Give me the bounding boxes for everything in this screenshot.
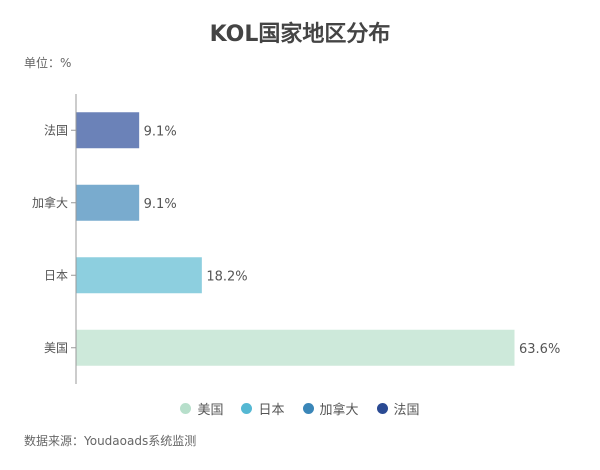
bar-value-label: 9.1%	[144, 124, 177, 139]
y-tick-label: 日本	[44, 268, 68, 282]
bar	[76, 257, 202, 294]
legend-swatch-icon	[180, 403, 192, 414]
bar	[76, 184, 140, 221]
bar-value-label: 18.2%	[206, 269, 247, 284]
legend-item[interactable]: 日本	[241, 399, 285, 418]
legend-label: 加拿大	[319, 403, 359, 418]
legend-swatch-icon	[376, 403, 388, 414]
y-tick-label: 法国	[44, 123, 68, 137]
y-tick-label: 美国	[44, 341, 68, 355]
legend-item[interactable]: 加拿大	[302, 399, 359, 418]
legend: 美国 日本 加拿大 法国	[0, 399, 600, 418]
legend-label: 日本	[258, 403, 285, 418]
legend-label: 美国	[197, 403, 224, 418]
legend-item[interactable]: 美国	[180, 399, 223, 418]
bar-value-label: 9.1%	[144, 197, 177, 212]
chart-title: KOL国家地区分布	[209, 22, 391, 47]
bar	[76, 112, 140, 149]
data-source: 数据来源：Youdaoads系统监测	[24, 434, 197, 448]
legend-swatch-icon	[241, 403, 253, 414]
legend-swatch-icon	[302, 403, 314, 414]
legend-item[interactable]: 法国	[376, 399, 420, 418]
y-tick-label: 加拿大	[32, 195, 68, 210]
bar	[76, 329, 515, 366]
unit-label: 单位：%	[24, 56, 72, 70]
bar-value-label: 63.6%	[519, 342, 560, 357]
legend-label: 法国	[393, 403, 420, 418]
